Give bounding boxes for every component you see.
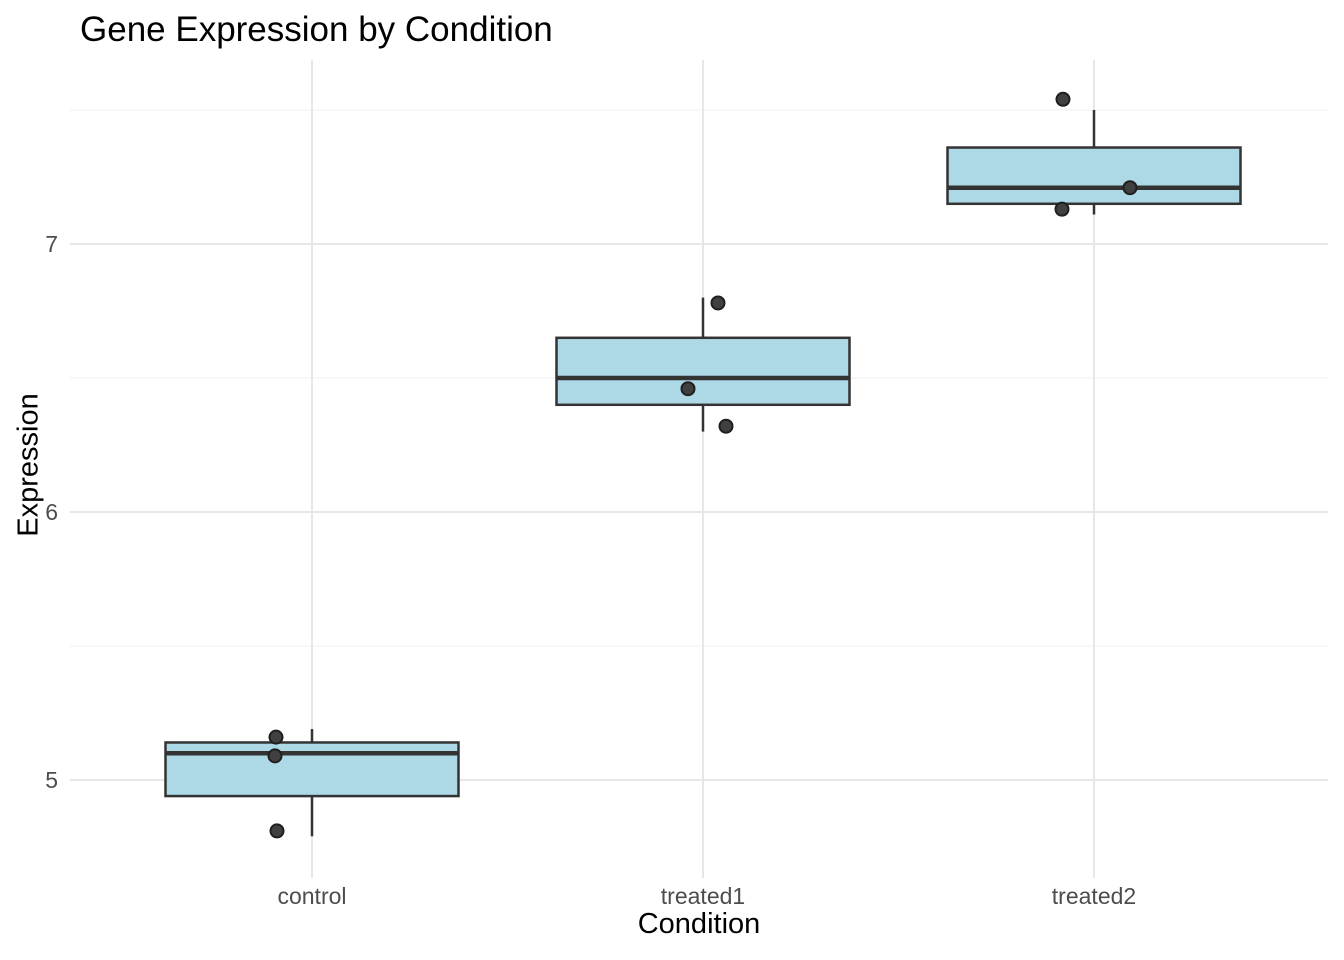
- jitter-point-treated1: [718, 418, 734, 434]
- jitter-point-treated2: [1054, 201, 1070, 217]
- jitter-point-control: [267, 748, 283, 764]
- jitter-point-control: [269, 823, 285, 839]
- box-control: [164, 741, 460, 798]
- jitter-point-treated2: [1122, 180, 1138, 196]
- jitter-point-treated1: [710, 295, 726, 311]
- x-axis-title: Condition: [637, 908, 761, 940]
- y-tick-label: 6: [45, 499, 58, 525]
- y-tick-label: 7: [45, 231, 58, 257]
- y-axis-title-text: Expression: [12, 393, 45, 537]
- jitter-point-control: [268, 729, 284, 745]
- chart-title: Gene Expression by Condition: [80, 10, 553, 49]
- x-tick-label: treated2: [1052, 883, 1136, 909]
- jitter-point-treated2: [1055, 91, 1071, 107]
- box-treated2: [946, 146, 1242, 206]
- box-treated1: [555, 336, 851, 407]
- y-tick-label: 5: [45, 767, 58, 793]
- x-tick-label: control: [277, 883, 346, 909]
- jitter-point-treated1: [680, 381, 696, 397]
- x-tick-label: treated1: [661, 883, 745, 909]
